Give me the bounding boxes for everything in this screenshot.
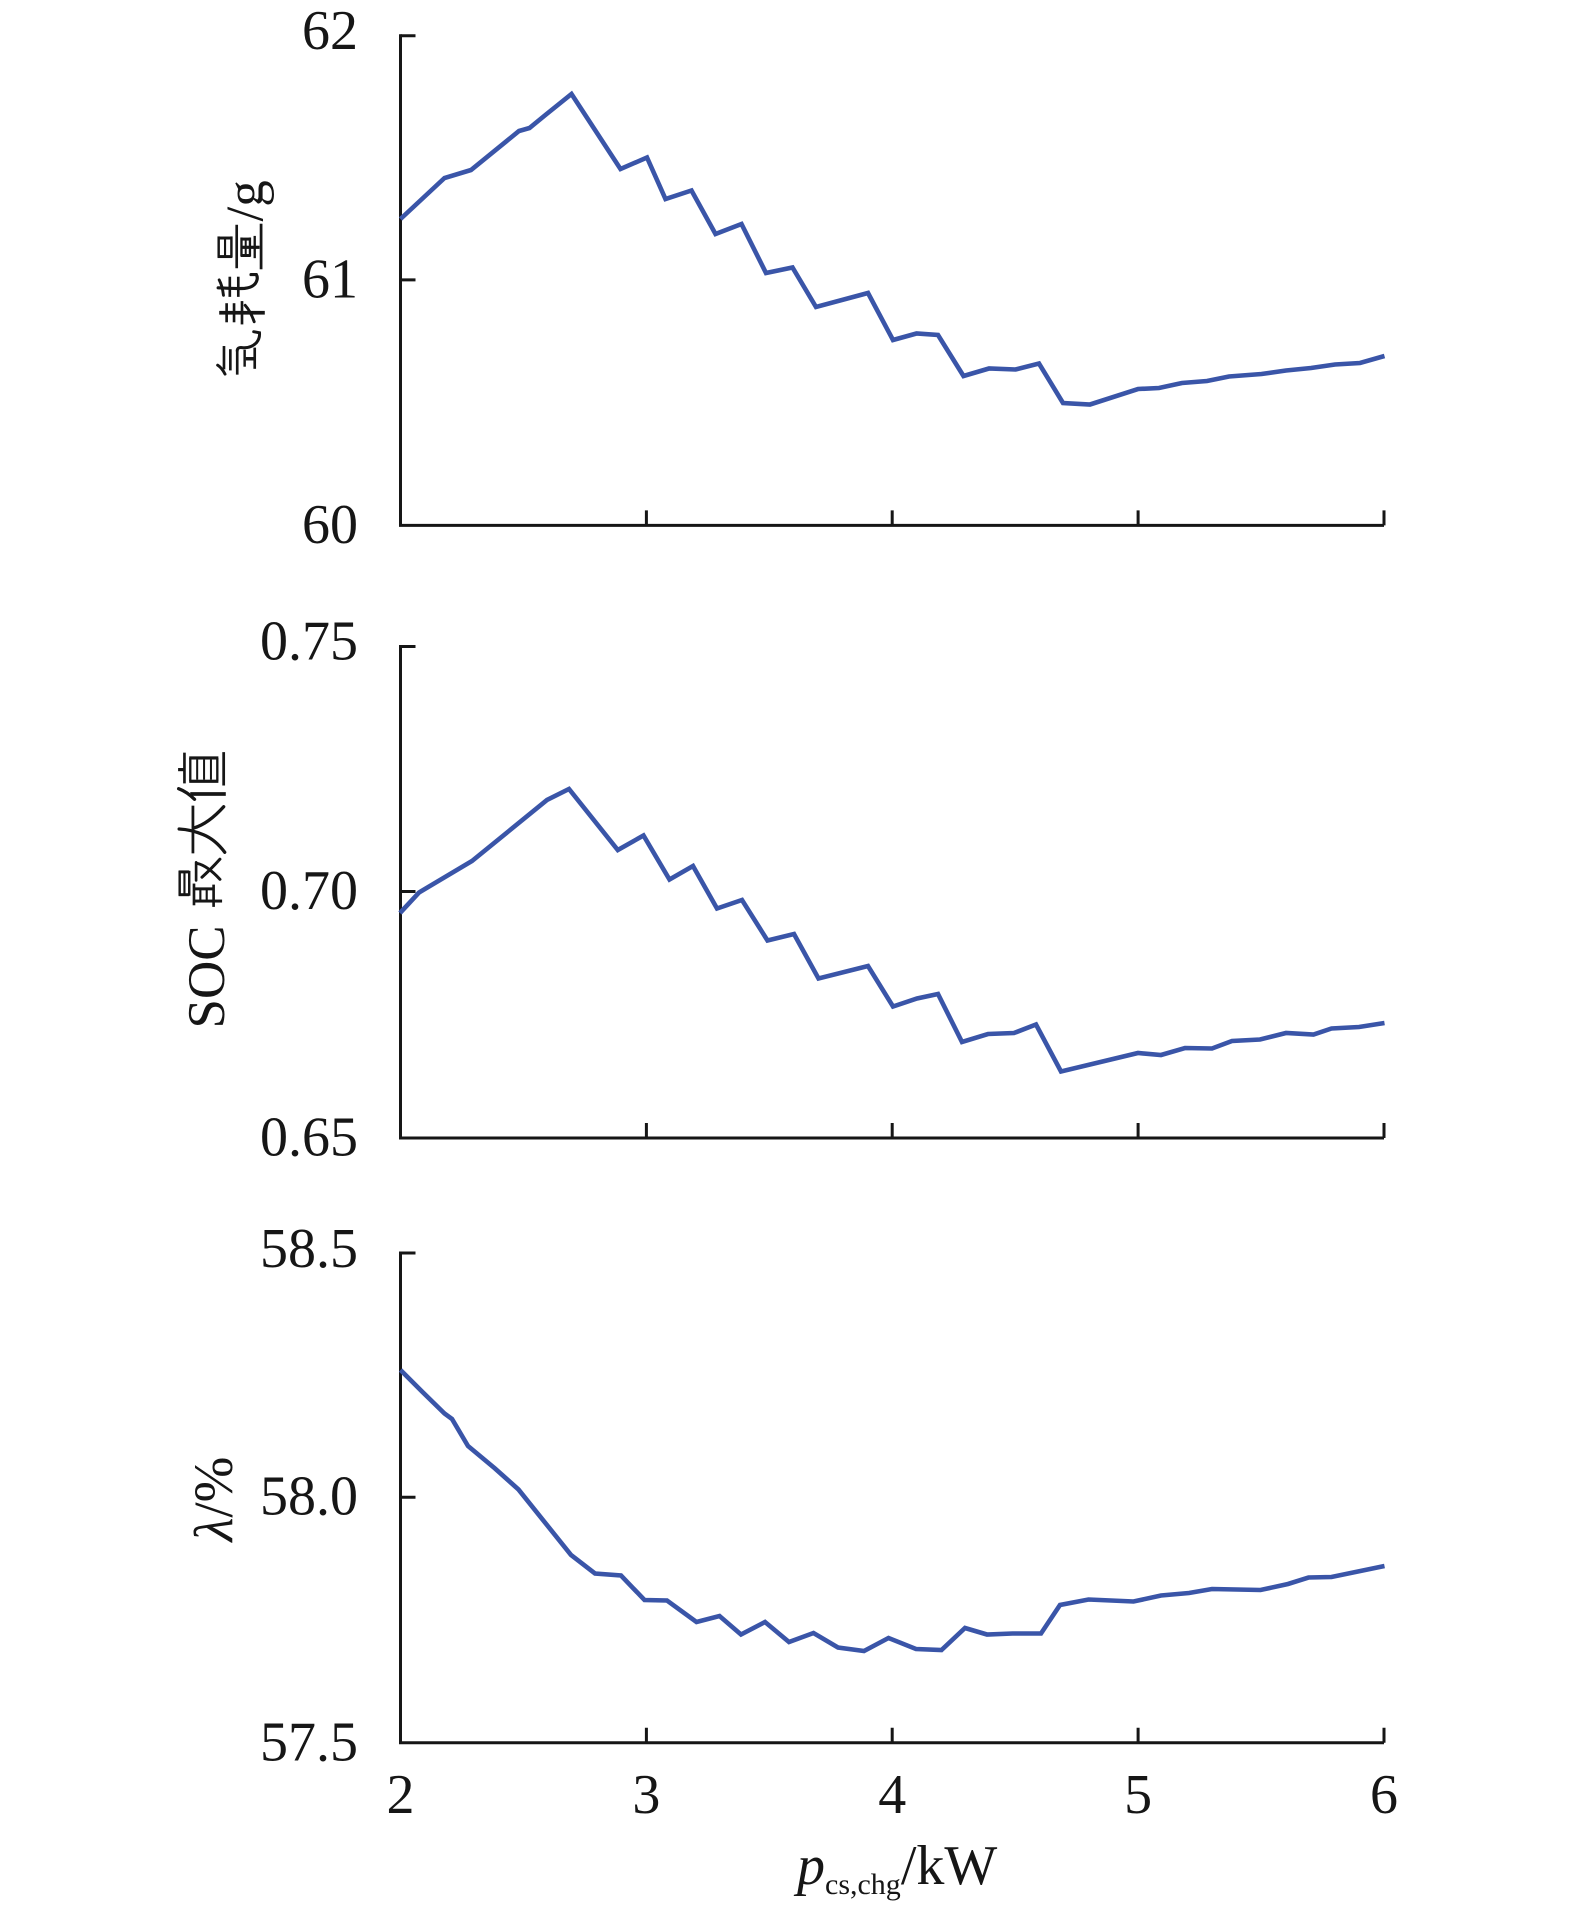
svg-text:3: 3 xyxy=(632,1764,660,1826)
svg-text:λ/%: λ/% xyxy=(183,1457,244,1544)
svg-text:5: 5 xyxy=(1124,1764,1152,1826)
svg-text:0.65: 0.65 xyxy=(260,1107,358,1169)
svg-text:4: 4 xyxy=(878,1764,906,1826)
svg-text:/g: /g xyxy=(217,180,275,221)
svg-text:62: 62 xyxy=(302,0,358,62)
svg-text:2: 2 xyxy=(387,1764,415,1826)
svg-text:58.5: 58.5 xyxy=(260,1218,358,1280)
svg-text:SOC: SOC xyxy=(178,925,236,1028)
svg-text:0.70: 0.70 xyxy=(260,860,358,922)
svg-text:pcs,chg/kW: pcs,chg/kW xyxy=(793,1835,997,1901)
svg-text:58.0: 58.0 xyxy=(260,1466,358,1528)
svg-text:0.75: 0.75 xyxy=(260,611,358,673)
svg-text:60: 60 xyxy=(302,494,358,556)
svg-text:6: 6 xyxy=(1370,1764,1398,1826)
svg-text:57.5: 57.5 xyxy=(260,1711,358,1773)
svg-text:61: 61 xyxy=(302,248,358,310)
